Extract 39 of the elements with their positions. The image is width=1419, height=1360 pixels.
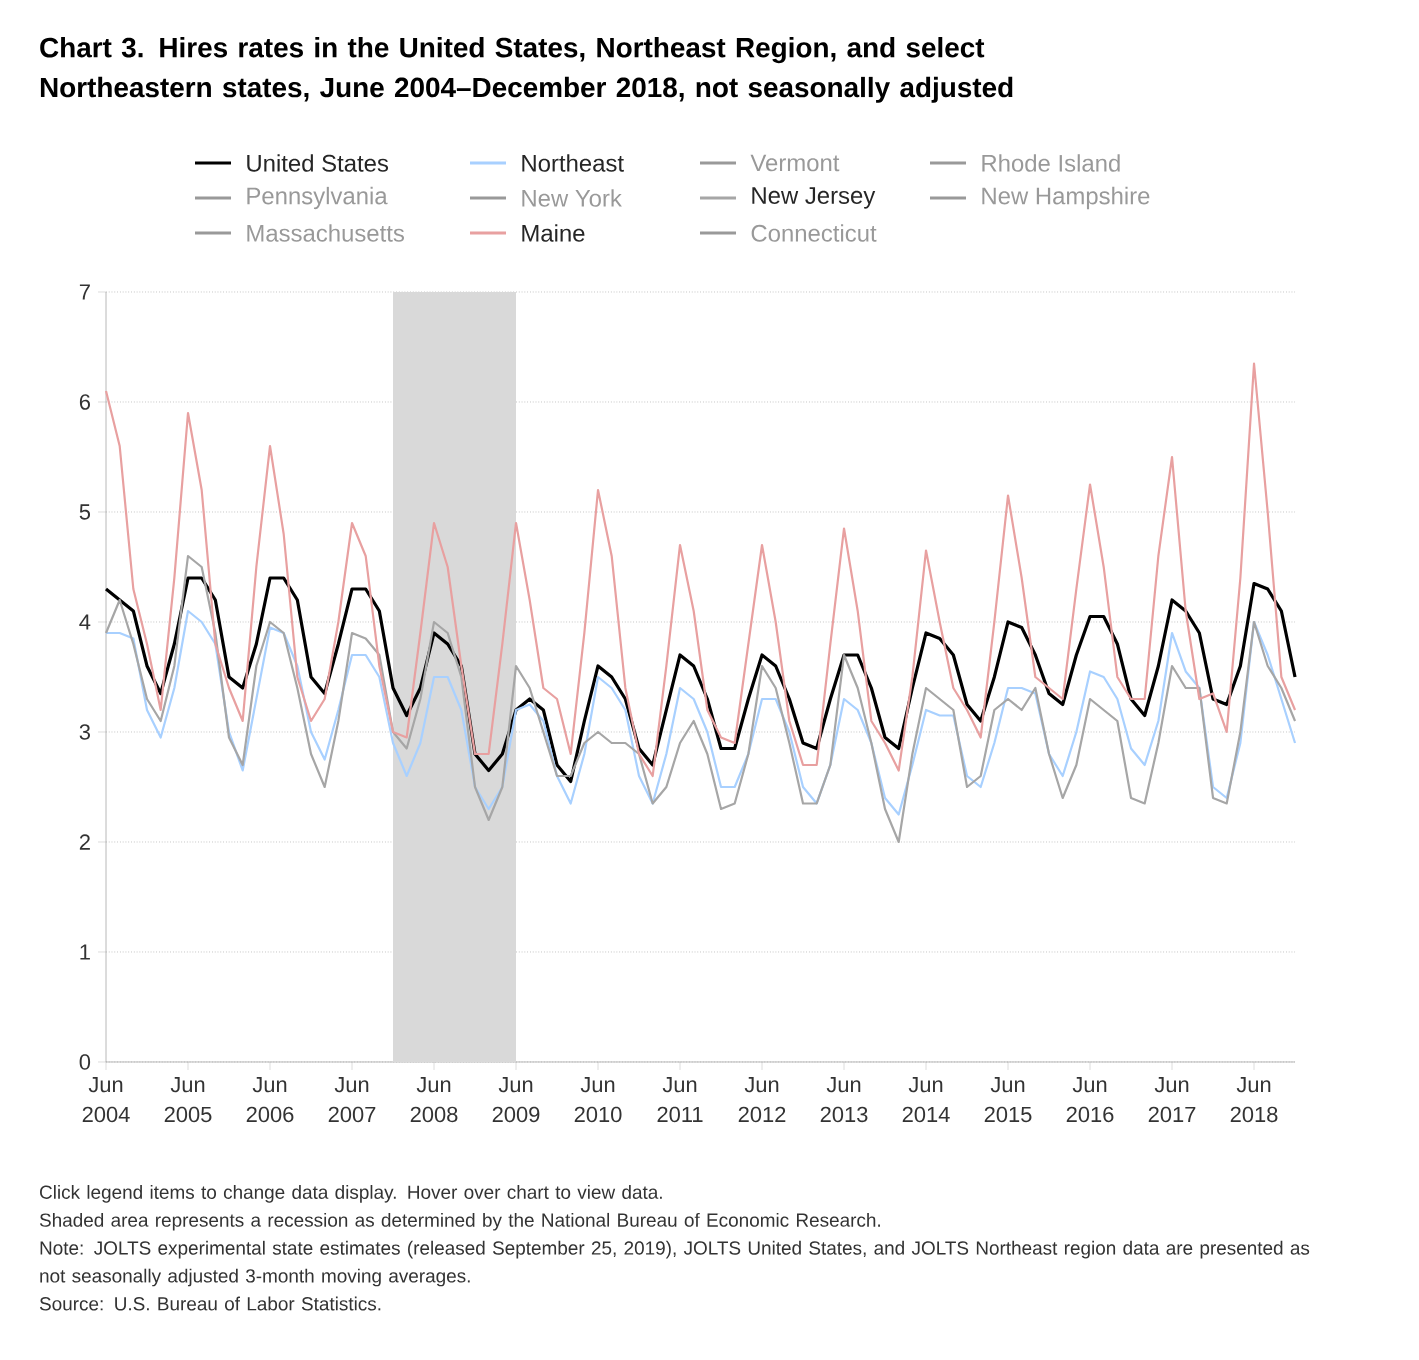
x-tick-label: Jun 2009 bbox=[492, 1077, 540, 1123]
x-tick-label: Jun 2011 bbox=[657, 1077, 703, 1123]
legend-label: New York bbox=[522, 189, 622, 207]
x-tick-label: Jun 2015 bbox=[984, 1077, 1032, 1123]
chart-title: Chart 3. Hires rates in the United States, Northeast Region, and select Northeastern states, June 2004–December 2018, not seasonally adjusted bbox=[40, 37, 1013, 103]
legend-label: Vermont bbox=[750, 154, 840, 172]
source-note: Source: U.S. Bureau of Labor Statistics. bbox=[39, 1296, 381, 1311]
x-tick-label: Jun 2010 bbox=[574, 1077, 622, 1123]
legend-label: United States bbox=[247, 154, 389, 172]
x-tick-label: Jun 2017 bbox=[1148, 1077, 1196, 1123]
y-tick-label: 1 bbox=[80, 944, 90, 960]
y-tick-label: 0 bbox=[79, 1054, 91, 1070]
x-tick-label: Jun 2018 bbox=[1230, 1077, 1278, 1123]
text: Shaded area represents a recession as determined by the National Bureau of Economic Research. bbox=[39, 1212, 880, 1231]
y-tick-label: 4 bbox=[79, 614, 91, 630]
y-tick-label: 2 bbox=[79, 834, 90, 850]
legend-label: Pennsylvania bbox=[247, 186, 388, 210]
x-tick-label: Jun 2005 bbox=[164, 1077, 212, 1123]
x-tick-label: Jun 2008 bbox=[410, 1077, 458, 1123]
x-tick-label: Jun 2016 bbox=[1066, 1077, 1114, 1123]
text: Click legend items to change data display. Hover over chart to view data. bbox=[40, 1185, 662, 1203]
x-tick-label: Jun 2006 bbox=[246, 1077, 294, 1123]
x-tick-label: Jun 2012 bbox=[738, 1077, 786, 1123]
x-tick-label: Jun 2007 bbox=[328, 1077, 376, 1123]
x-tick-label: Jun 2013 bbox=[820, 1077, 868, 1123]
y-tick-label: 5 bbox=[79, 504, 91, 520]
legend-label: Rhode Island bbox=[982, 154, 1120, 172]
legend-label: Connecticut bbox=[751, 224, 877, 242]
y-tick-label: 6 bbox=[79, 394, 90, 410]
legend-label: New Jersey bbox=[752, 187, 876, 209]
legend-label: Massachusetts bbox=[247, 224, 404, 242]
legend-label: Northeast bbox=[522, 154, 624, 172]
legend-label: Maine bbox=[522, 224, 585, 242]
x-tick-label: Jun 2014 bbox=[902, 1077, 950, 1123]
y-tick-label: 3 bbox=[79, 724, 90, 740]
text: Note: JOLTS experimental state estimates (released September 25, 2019), JOLTS United States, and JOLTS Northeast region data are presented as not seasonally adjusted 3-month moving averages. bbox=[40, 1240, 1310, 1287]
x-tick-label: Jun 2004 bbox=[82, 1077, 130, 1123]
y-tick-label: 7 bbox=[79, 284, 90, 300]
legend-label: New Hampshire bbox=[982, 186, 1150, 210]
